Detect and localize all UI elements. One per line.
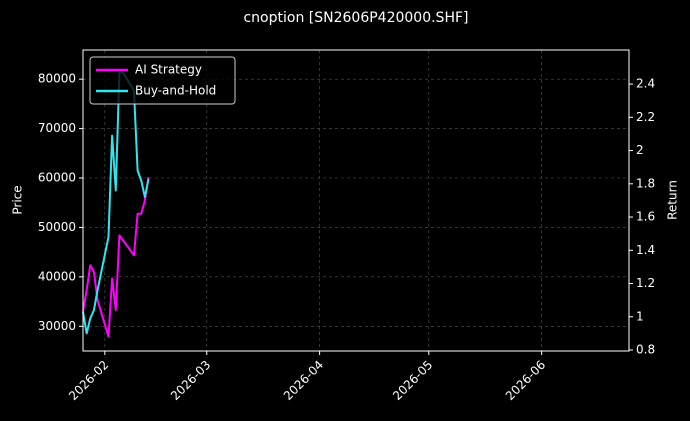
- y-tick-label: 30000: [38, 319, 76, 333]
- chart-title: cnoption [SN2606P420000.SHF]: [243, 10, 468, 26]
- y2-axis-label: Return: [666, 180, 680, 220]
- y-tick-label: 80000: [38, 72, 76, 86]
- x-tick-label: 2026-04: [281, 358, 326, 403]
- y2-tick-label: 1.4: [636, 243, 655, 257]
- y2-tick-label: 1: [636, 309, 644, 323]
- plot-frame: [82, 49, 630, 352]
- legend-label: Buy-and-Hold: [135, 84, 216, 98]
- x-tick-label: 2026-03: [168, 358, 213, 403]
- y-axis-label: Price: [11, 185, 25, 214]
- series-line: [82, 176, 150, 338]
- x-tick-label: 2026-05: [390, 358, 435, 403]
- series-line: [82, 71, 150, 335]
- x-tick-label: 2026-02: [66, 358, 111, 403]
- x-tick-label: 2026-06: [503, 358, 548, 403]
- y2-tick-label: 2: [636, 143, 644, 157]
- y2-tick-label: 0.8: [636, 343, 655, 357]
- y2-tick-label: 1.6: [636, 210, 655, 224]
- y2-tick-label: 2.4: [636, 77, 655, 91]
- legend-label: AI Strategy: [135, 63, 202, 77]
- y-tick-label: 60000: [38, 171, 76, 185]
- y-tick-label: 40000: [38, 269, 76, 283]
- y2-tick-label: 1.2: [636, 276, 655, 290]
- y-tick-label: 70000: [38, 121, 76, 135]
- y2-tick-label: 2.2: [636, 110, 655, 124]
- y2-tick-label: 1.8: [636, 176, 655, 190]
- y-tick-label: 50000: [38, 220, 76, 234]
- legend: AI Strategy Buy-and-Hold: [89, 56, 236, 105]
